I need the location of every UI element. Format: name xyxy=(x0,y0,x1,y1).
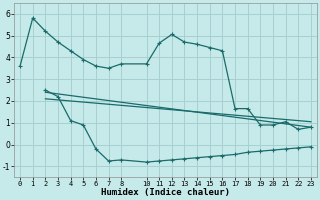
X-axis label: Humidex (Indice chaleur): Humidex (Indice chaleur) xyxy=(101,188,230,197)
